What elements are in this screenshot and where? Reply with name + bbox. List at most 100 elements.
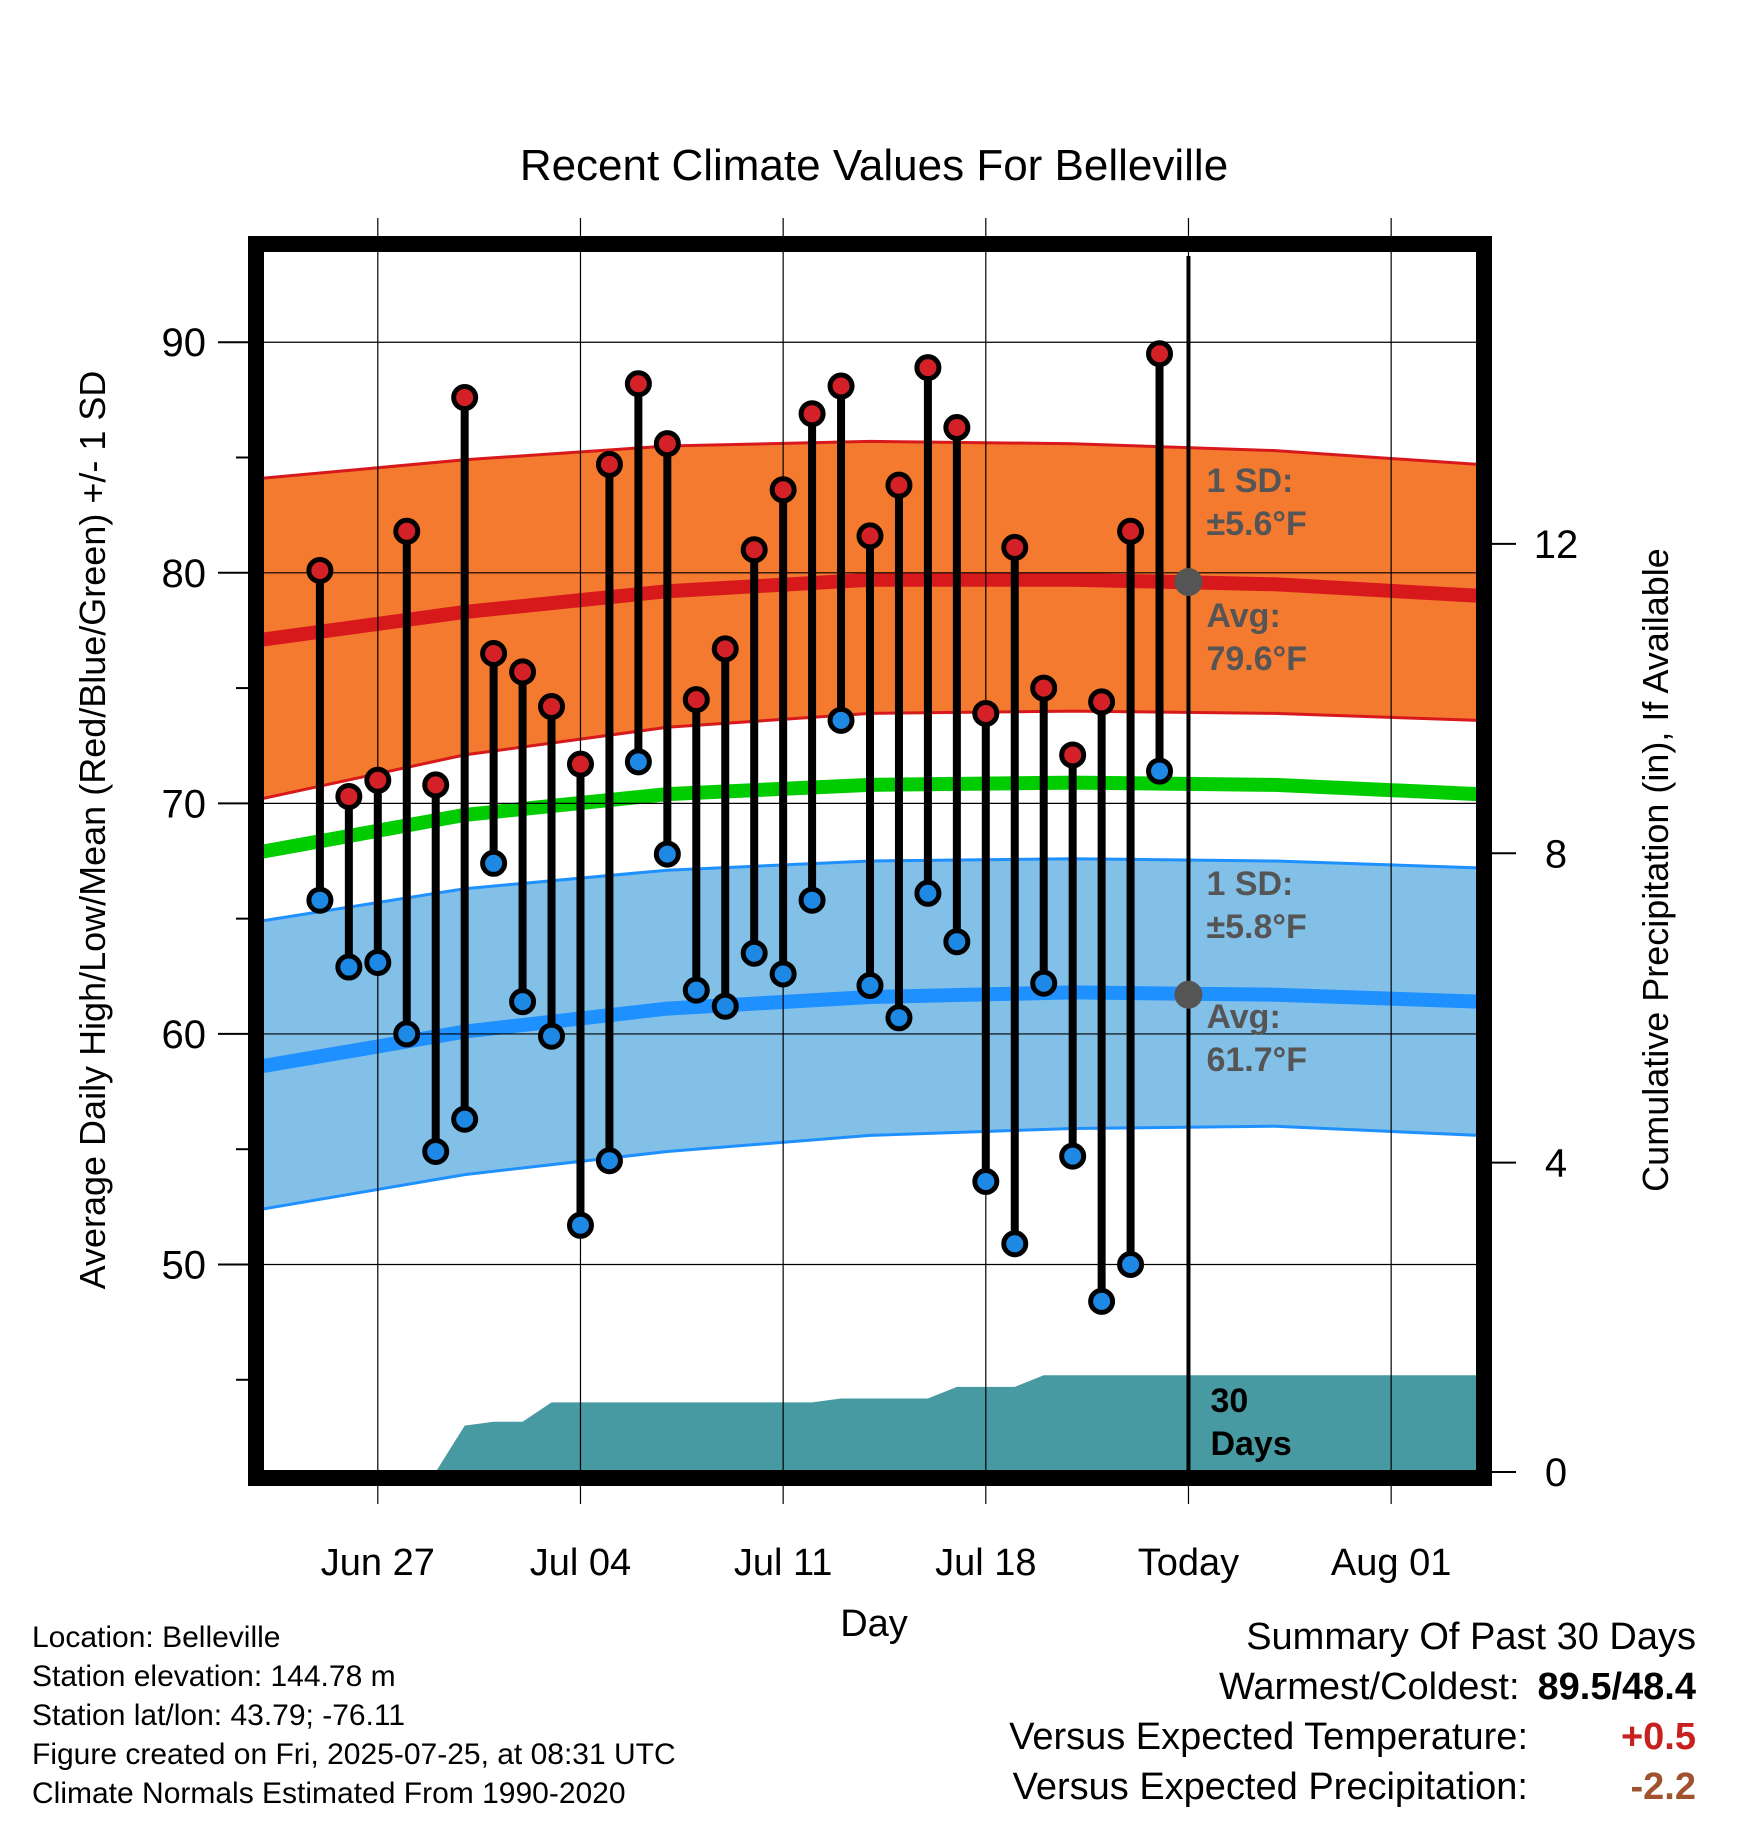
daily-low-point xyxy=(624,748,652,776)
precip-label: Versus Expected Precipitation: xyxy=(1012,1766,1528,1808)
daily-high-point xyxy=(856,522,884,550)
daily-low-point xyxy=(798,886,826,914)
daily-high-point xyxy=(972,699,1000,727)
temp-label: Versus Expected Temperature: xyxy=(1009,1716,1528,1758)
high-sd-value: ±5.6°F xyxy=(1206,505,1306,543)
daily-low-point xyxy=(769,960,797,988)
normals-text: Climate Normals Estimated From 1990-2020 xyxy=(32,1777,626,1810)
temp-value: +0.5 xyxy=(1620,1716,1696,1758)
daily-high-point xyxy=(653,430,681,458)
summary-precip-row: Versus Expected Precipitation: -2.2 xyxy=(1009,1762,1696,1812)
daily-low-point xyxy=(509,988,537,1016)
daily-high-point xyxy=(740,536,768,564)
x-tick-label: Jul 11 xyxy=(734,1542,833,1584)
daily-low-point xyxy=(1059,1142,1087,1170)
daily-low-point xyxy=(393,1020,421,1048)
plot-area: 1 SD: ±5.6°F Avg: 79.6°F 1 SD: ±5.8°F Avg: 61.7… xyxy=(162,218,1579,1584)
low-avg-label: Avg: xyxy=(1206,998,1280,1036)
daily-low-point xyxy=(1030,969,1058,997)
daily-low-point xyxy=(827,706,855,734)
chart-title: Recent Climate Values For Belleville xyxy=(520,141,1228,190)
y-tick-label: 60 xyxy=(162,1013,207,1057)
warmest-value: 89.5/48.4 xyxy=(1537,1666,1696,1708)
daily-high-point xyxy=(914,354,942,382)
daily-high-point xyxy=(393,517,421,545)
y-axis-label: Average Daily High/Low/Mean (Red/Blue/Gr… xyxy=(72,371,113,1290)
daily-low-point xyxy=(1117,1250,1145,1278)
daily-high-point xyxy=(943,414,971,442)
low-sd-band-lower-edge xyxy=(261,1124,1479,1211)
daily-high-point xyxy=(798,400,826,428)
y2-axis-label: Cumulative Precipitation (in), If Availa… xyxy=(1635,548,1676,1192)
y2-tick-label: 0 xyxy=(1545,1451,1567,1495)
station-info: Location: Belleville Station elevation: … xyxy=(32,1618,676,1813)
daily-high-point xyxy=(885,471,913,499)
low-sd-label: 1 SD: xyxy=(1206,865,1293,903)
high-avg-label: Avg: xyxy=(1206,597,1280,635)
daily-high-point xyxy=(1088,688,1116,716)
summary-temp-row: Versus Expected Temperature: +0.5 xyxy=(1009,1712,1696,1762)
x-tick-label: Aug 01 xyxy=(1331,1542,1451,1584)
daily-low-point xyxy=(364,948,392,976)
x-tick-label: Jul 18 xyxy=(935,1542,1036,1584)
x-tick-label: Jun 27 xyxy=(321,1542,435,1584)
x-tick-label: Today xyxy=(1138,1542,1239,1584)
today-low-normal-marker xyxy=(1174,980,1203,1009)
daily-low-point xyxy=(566,1211,594,1239)
daily-low-point xyxy=(1088,1287,1116,1315)
daily-high-point xyxy=(306,556,334,584)
daily-low-point xyxy=(480,849,508,877)
precip-value: -2.2 xyxy=(1630,1766,1696,1808)
daily-high-point xyxy=(1117,517,1145,545)
summary-title: Summary Of Past 30 Days xyxy=(1246,1616,1696,1658)
summary-warmest-row: Warmest/Coldest: 89.5/48.4 xyxy=(1009,1662,1696,1712)
y2-tick-label: 12 xyxy=(1534,523,1579,567)
daily-low-point xyxy=(885,1004,913,1032)
daily-low-point xyxy=(740,939,768,967)
daily-high-point xyxy=(566,750,594,778)
daily-high-point xyxy=(624,370,652,398)
warmest-label: Warmest/Coldest: xyxy=(1218,1666,1520,1708)
daily-high-point xyxy=(595,450,623,478)
y-tick-label: 90 xyxy=(162,321,207,365)
daily-low-point xyxy=(422,1138,450,1166)
daily-low-point xyxy=(856,972,884,1000)
daily-high-point xyxy=(1059,741,1087,769)
daily-high-point xyxy=(422,771,450,799)
period-unit: Days xyxy=(1210,1425,1291,1463)
period-number: 30 xyxy=(1210,1382,1248,1420)
daily-high-point xyxy=(827,372,855,400)
x-tick-label: Jul 04 xyxy=(530,1542,631,1584)
x-axis-label: Day xyxy=(840,1603,908,1645)
daily-low-point xyxy=(538,1022,566,1050)
y2-tick-label: 4 xyxy=(1545,1142,1567,1186)
daily-low-point xyxy=(972,1167,1000,1195)
daily-low-point xyxy=(943,928,971,956)
y-tick-label: 80 xyxy=(162,552,207,596)
high-sd-label: 1 SD: xyxy=(1206,462,1293,500)
daily-high-point xyxy=(538,693,566,721)
low-sd-value: ±5.8°F xyxy=(1206,908,1306,946)
daily-high-point xyxy=(480,639,508,667)
daily-high-point xyxy=(769,476,797,504)
daily-low-point xyxy=(711,992,739,1020)
daily-low-point xyxy=(1146,757,1174,785)
y-tick-label: 50 xyxy=(162,1243,207,1287)
daily-high-point xyxy=(682,686,710,714)
daily-low-point xyxy=(335,953,363,981)
daily-low-point xyxy=(914,879,942,907)
daily-high-point xyxy=(711,635,739,663)
daily-high-point xyxy=(1030,674,1058,702)
plot-frame xyxy=(248,236,1492,1486)
daily-high-point xyxy=(1001,533,1029,561)
daily-low-point xyxy=(1001,1230,1029,1258)
precip-area xyxy=(262,1375,1478,1472)
daily-high-point xyxy=(1146,340,1174,368)
y2-tick-label: 8 xyxy=(1545,832,1567,876)
location-text: Location: Belleville xyxy=(32,1621,281,1654)
daily-high-point xyxy=(451,384,479,412)
daily-low-point xyxy=(682,976,710,1004)
summary-panel: Summary Of Past 30 Days Warmest/Coldest:… xyxy=(1009,1612,1696,1812)
latlon-text: Station lat/lon: 43.79; -76.11 xyxy=(32,1699,406,1732)
